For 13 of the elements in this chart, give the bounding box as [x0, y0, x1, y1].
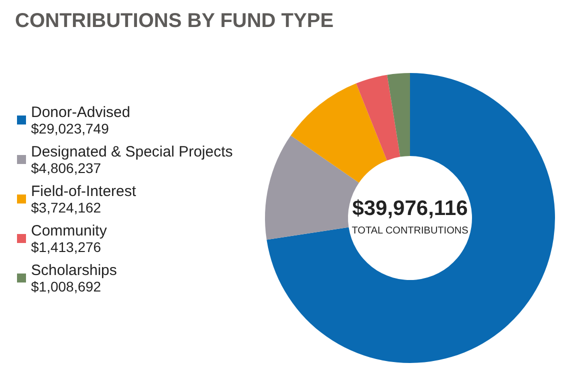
legend-label: Community — [31, 222, 108, 240]
data-label: $3,724,162 — [31, 200, 102, 216]
legend-label: Donor-Advised — [31, 104, 130, 121]
data-label: $1,413,276 — [31, 239, 102, 255]
text: TOTAL CONTRIBUTIONS — [352, 226, 469, 236]
legend-label: Scholarships — [31, 262, 117, 279]
data-label: $29,023,749 — [31, 120, 110, 136]
data-label: $1,008,692 — [31, 278, 102, 294]
data-label: $4,806,237 — [31, 160, 102, 176]
legend-label: Designated & Special Projects — [31, 144, 233, 160]
chart-title: CONTRIBUTIONS BY FUND TYPE — [15, 10, 334, 32]
text: $39,976,116 — [352, 197, 468, 220]
legend-label: Field-of-Interest — [31, 183, 137, 200]
